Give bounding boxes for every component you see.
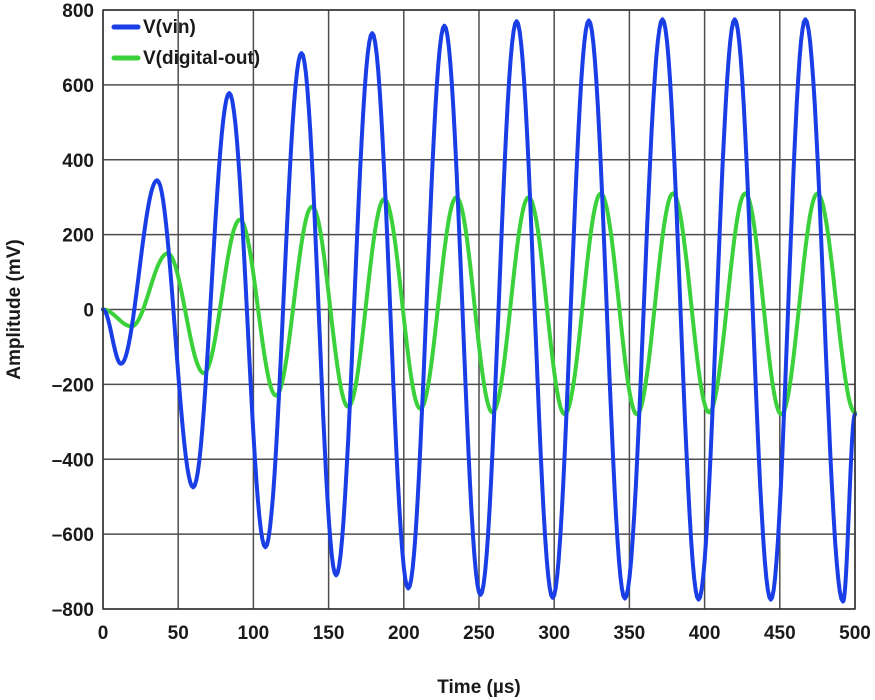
legend-label: V(vin) bbox=[143, 17, 196, 38]
y-tick-label: –200 bbox=[52, 375, 94, 396]
y-tick-label: –400 bbox=[52, 450, 94, 471]
x-tick-label: 350 bbox=[614, 623, 646, 644]
y-tick-label: 400 bbox=[62, 151, 94, 172]
y-axis-ticks: 800 600 400 200 0 –200 –400 –600 –800 bbox=[52, 1, 94, 621]
x-tick-label: 500 bbox=[839, 623, 871, 644]
x-tick-label: 100 bbox=[238, 623, 270, 644]
series-group bbox=[101, 17, 857, 604]
x-tick-label: 50 bbox=[168, 623, 189, 644]
x-tick-label: 0 bbox=[98, 623, 109, 644]
y-tick-label: 600 bbox=[62, 76, 94, 97]
x-tick-label: 450 bbox=[764, 623, 796, 644]
x-tick-label: 150 bbox=[313, 623, 345, 644]
x-tick-label: 200 bbox=[388, 623, 420, 644]
y-tick-label: –800 bbox=[52, 600, 94, 621]
y-tick-label: 800 bbox=[62, 1, 94, 22]
x-tick-label: 300 bbox=[538, 623, 570, 644]
legend: V(vin) V(digital-out) bbox=[111, 17, 260, 69]
x-axis-label: Time (µs) bbox=[437, 677, 520, 698]
legend-label: V(digital-out) bbox=[143, 48, 260, 69]
y-axis-label: Amplitude (mV) bbox=[4, 239, 25, 379]
x-tick-label: 250 bbox=[463, 623, 495, 644]
x-axis-ticks: 0 50 100 150 200 250 300 350 400 450 500 bbox=[98, 623, 871, 644]
y-tick-label: 200 bbox=[62, 226, 94, 247]
series-line bbox=[101, 191, 857, 417]
plot-frame bbox=[102, 9, 856, 610]
y-tick-label: –600 bbox=[52, 525, 94, 546]
series-line bbox=[101, 17, 857, 604]
y-tick-label: 0 bbox=[83, 301, 94, 322]
x-tick-label: 400 bbox=[689, 623, 721, 644]
